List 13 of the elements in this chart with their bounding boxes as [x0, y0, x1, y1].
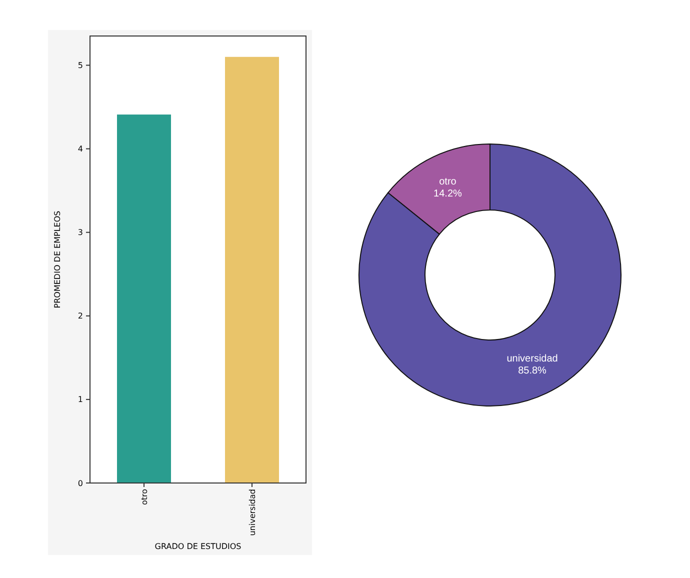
x-axis-title: GRADO DE ESTUDIOS [154, 542, 242, 551]
y-tick-label: 5 [78, 61, 83, 70]
donut-slice [358, 144, 622, 406]
slice-label: universidad [506, 353, 558, 364]
data-label: 85.8% [518, 365, 547, 376]
y-tick-label: 2 [78, 312, 83, 321]
y-axis-title: PROMEDIO DE EMPLEOS [53, 210, 62, 308]
y-tick-label: 1 [78, 395, 83, 404]
y-tick-label: 4 [78, 144, 83, 154]
slice-label: otro [439, 176, 457, 188]
y-tick-label: 0 [78, 478, 83, 488]
y-tick-label: 3 [78, 228, 83, 238]
data-label: 14.2% [434, 188, 462, 200]
